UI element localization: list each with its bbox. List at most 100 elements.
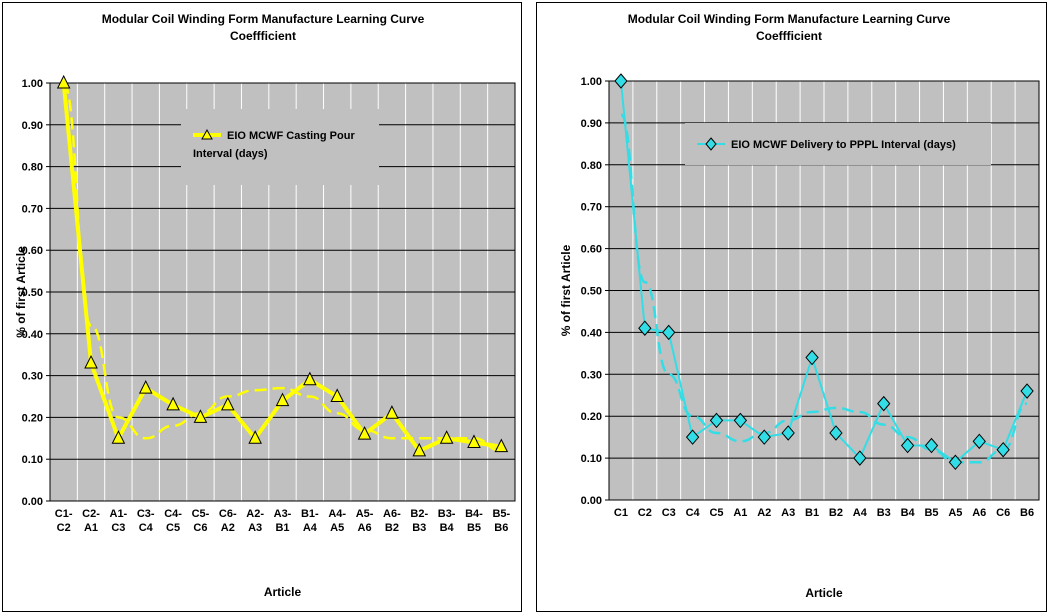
chart2-y-tick-label: 0.50 [581,286,602,298]
chart1-point-marker [357,426,372,440]
chart1-trendline [62,81,502,453]
chart1-x-tick-label: C4 [139,522,154,534]
chart1-y-axis-label: % of first Article [14,246,28,338]
chart1-x-tick-label: A4- [328,508,346,520]
chart1-point-marker [439,430,454,444]
chart1-x-axis-label: Article [264,585,302,599]
chart1-point-marker [467,434,481,448]
chart2-point-marker [924,437,939,454]
chart1-x-tick-label: A3 [248,522,262,534]
chart1-x-tick-label: B3- [438,508,456,520]
chart1-x-tick-label: A1- [110,508,128,520]
chart1-x-tick-label: A5- [356,508,374,520]
chart2-point-marker [733,412,748,429]
chart2-y-tick-label: 0.90 [581,118,602,130]
chart2-x-tick-label: C3 [662,507,676,519]
chart1-point-marker [248,430,262,444]
chart2-legend-box [685,123,991,165]
chart2-x-tick-label: B6 [1020,507,1034,519]
chart2-point-marker [662,324,676,341]
chart2-title-line1: Modular Coil Winding Form Manufacture Le… [628,12,951,26]
chart2-point-marker [996,441,1010,458]
chart2-y-tick-label: 0.70 [581,202,602,214]
chart1-point-marker [385,405,399,419]
chart1-point-marker [494,438,509,453]
chart1-y-tick-label: 0.90 [22,120,43,132]
chart1-point-marker [330,388,345,402]
chart2-x-tick-label: A2 [757,507,771,519]
chart2-legend-label-line1: EIO MCWF Delivery to PPPL Interval (days… [731,139,956,151]
chart1-x-tick-label: A6- [383,508,401,520]
chart1-x-tick-label: A6 [358,522,372,534]
chart1-y-tick-label: 0.00 [22,496,43,508]
chart1-y-tick-label: 0.10 [22,454,43,466]
chart1-y-tick-label: 0.80 [22,162,43,174]
chart1-point-marker [275,392,290,407]
chart1-x-tick-label: C2 [57,522,71,534]
chart1-x-tick-label: A4 [303,522,318,534]
chart1-y-tick-label: 1.00 [22,78,43,90]
chart1-point-marker [166,396,180,411]
chart2-y-tick-label: 1.00 [581,76,602,88]
chart-right: Modular Coil Winding Form Manufacture Le… [536,2,1047,612]
chart2-point-marker [709,412,724,429]
chart2-x-tick-label: B4 [901,507,916,519]
chart1-x-tick-label: A2 [221,522,235,534]
chart1-x-tick-label: B4 [440,522,455,534]
chart1-x-tick-label: C5- [192,508,210,520]
chart1-x-tick-label: C6- [219,508,237,520]
chart1-x-tick-label: B5- [492,508,510,520]
chart2-x-tick-label: C5 [709,507,723,519]
chart2-x-tick-label: A6 [972,507,986,519]
chart2-x-tick-label: B2 [829,507,843,519]
chart1-x-tick-label: C3- [137,508,155,520]
chart1-y-tick-label: 0.50 [22,287,43,299]
chart1-x-tick-label: A5 [330,522,344,534]
chart2-point-marker [638,320,652,336]
chart2-point-marker [757,429,771,445]
chart1-x-tick-label: B1- [301,508,319,520]
chart2-point-marker [614,73,628,89]
chart2-x-tick-label: A1 [733,507,747,519]
chart1-legend-marker [201,128,213,140]
chart1-x-tick-label: A3- [274,508,292,520]
chart2-x-tick-label: B5 [924,507,938,519]
chart1-point-marker [303,371,317,386]
chart2-x-tick-label: A4 [853,507,868,519]
chart2-y-axis-label: % of first Article [559,244,573,336]
chart2-y-tick-label: 0.40 [581,327,602,339]
chart1-y-tick-label: 0.70 [22,203,43,215]
chart1-x-tick-label: A2- [246,508,264,520]
chart1-point-marker [220,396,235,411]
chart2-point-marker [900,437,915,454]
chart1-point-marker [56,74,71,89]
chart1-y-tick-label: 0.40 [22,329,43,341]
chart2-x-tick-label: B1 [805,507,819,519]
chart1-point-marker [138,380,153,394]
chart2-x-tick-label: C1 [614,507,628,519]
chart1-x-tick-label: B2 [385,522,399,534]
chart1-x-tick-label: A1 [84,522,98,534]
chart1-x-tick-label: C1- [55,508,73,520]
chart2-x-axis-label: Article [805,586,843,600]
chart1-point-marker [412,442,427,457]
chart-left-svg: Modular Coil Winding Form Manufacture Le… [14,12,516,599]
chart2-point-marker [948,454,963,471]
chart2-point-marker [781,425,795,441]
chart2-point-marker [829,425,843,441]
chart-right-svg: Modular Coil Winding Form Manufacture Le… [559,12,1040,600]
chart1-x-tick-label: B4- [465,508,483,520]
chart1-x-tick-label: C6 [193,522,207,534]
chart1-legend-label-line2: Interval (days) [193,148,268,160]
chart1-legend-label-line1: EIO MCWF Casting Pour [227,130,355,142]
chart1-x-tick-label: B1 [275,522,289,534]
chart2-y-tick-label: 0.00 [581,495,602,507]
chart2-y-tick-label: 0.20 [581,411,602,423]
chart1-x-tick-label: B5 [467,522,481,534]
chart2-point-marker [1020,383,1034,399]
chart1-x-tick-label: C2- [82,508,100,520]
chart1-title-line1: Modular Coil Winding Form Manufacture Le… [102,12,425,26]
chart1-point-marker [193,409,208,423]
chart1-y-tick-label: 0.30 [22,371,43,383]
chart2-point-marker [853,450,867,466]
